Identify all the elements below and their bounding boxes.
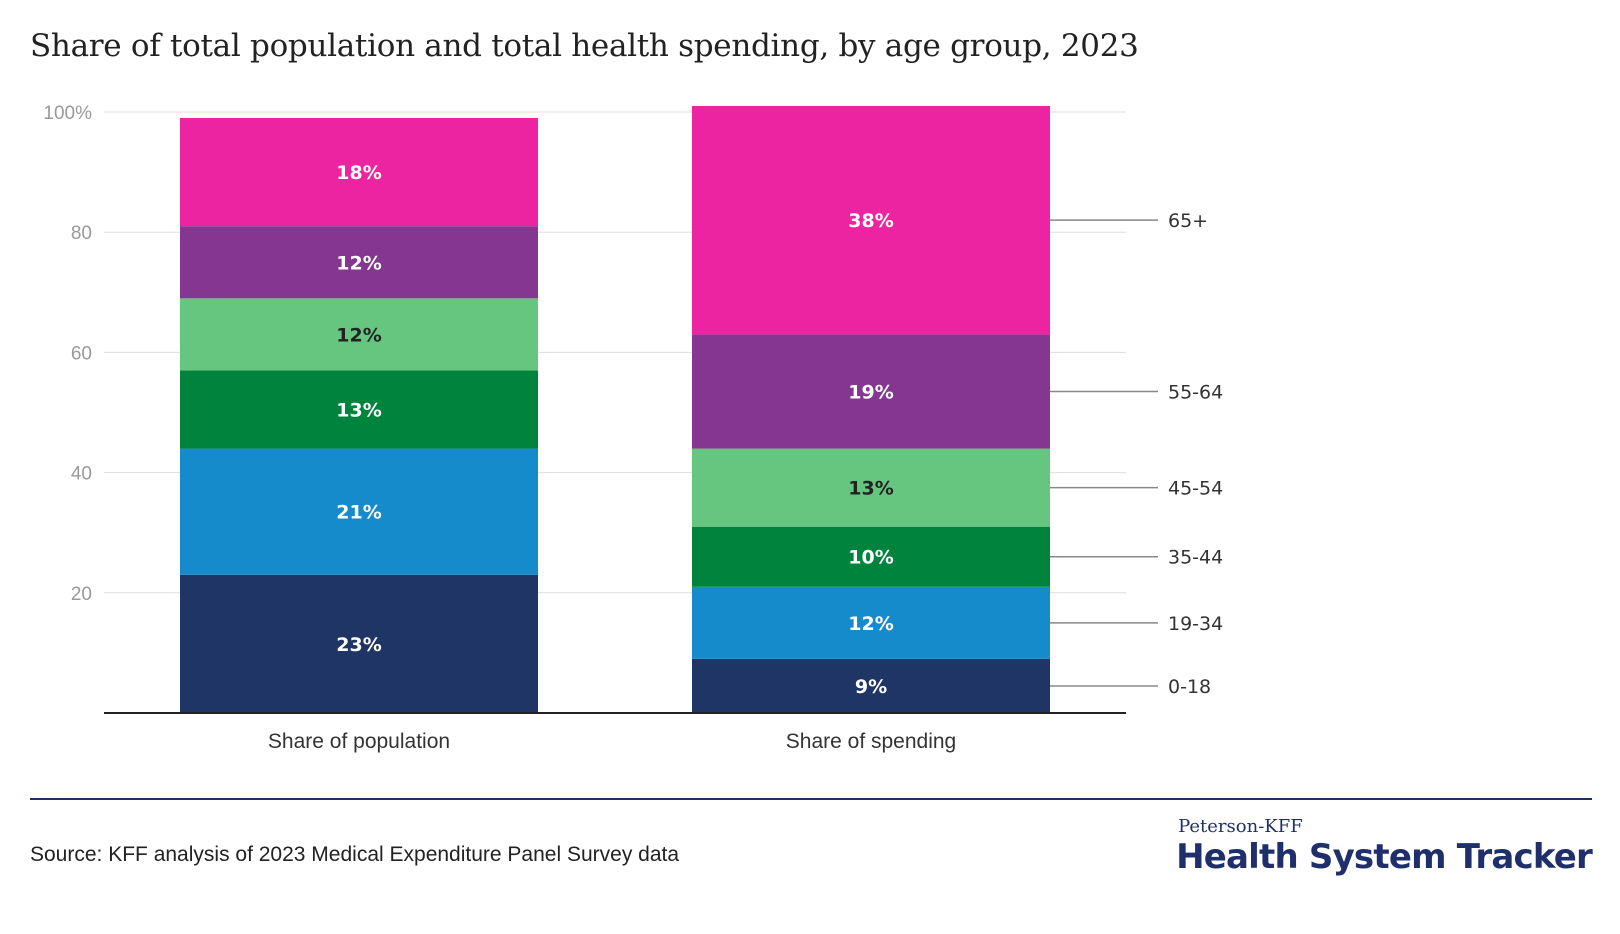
- segment-labels: 23% 21% 13% 12% 12% 18% 9% 12% 10% 13% 19% 38%: [336, 162, 893, 698]
- legend-label-45-54: 45-54: [1168, 478, 1223, 500]
- y-tick-label: 20: [71, 584, 92, 605]
- data-label: 38%: [848, 210, 893, 232]
- legend: 0-18 19-34 35-44 45-54 55-64 65+: [1050, 210, 1223, 698]
- chart-title: Share of total population and total heal…: [30, 28, 1139, 64]
- bar-segment-19-34-spending: [692, 586, 1050, 659]
- bar-segment-65+-population: [180, 118, 538, 227]
- legend-label-35-44: 35-44: [1168, 547, 1223, 569]
- bar-segment-45-54-population: [180, 298, 538, 371]
- stacked-bar-chart: 20 40 60 80 100% 23% 21% 13% 12% 12% 18% 9% 12% 10% 1…: [43, 103, 1223, 753]
- bar-segment-19-34-population: [180, 448, 538, 575]
- data-label: 12%: [848, 613, 893, 635]
- data-label: 13%: [336, 399, 381, 421]
- bar-segment-0-18-spending: [692, 658, 1050, 713]
- data-label: 12%: [336, 324, 381, 346]
- data-label: 23%: [336, 634, 381, 656]
- y-axis-ticks: 20 40 60 80 100%: [43, 103, 92, 605]
- bar-segment-45-54-spending: [692, 448, 1050, 527]
- legend-label-19-34: 19-34: [1168, 613, 1223, 635]
- data-label: 13%: [848, 478, 893, 500]
- legend-label-55-64: 55-64: [1168, 381, 1223, 403]
- footer-divider: [30, 798, 1592, 800]
- data-label: 21%: [336, 502, 381, 524]
- brand-logo: Peterson-KFF Health System Tracker: [1176, 816, 1593, 877]
- brand-title: Health System Tracker: [1176, 837, 1593, 877]
- data-label: 9%: [855, 676, 887, 698]
- y-tick-label: 80: [71, 223, 92, 244]
- data-label: 12%: [336, 252, 381, 274]
- x-category-label: Share of population: [268, 730, 450, 753]
- bars: [180, 105, 1050, 713]
- bar-segment-0-18-population: [180, 574, 538, 713]
- legend-label-0-18: 0-18: [1168, 676, 1211, 698]
- data-label: 18%: [336, 162, 381, 184]
- data-label: 19%: [848, 381, 893, 403]
- source-note: Source: KFF analysis of 2023 Medical Exp…: [30, 843, 680, 866]
- legend-label-65+: 65+: [1168, 210, 1208, 232]
- y-tick-label: 40: [71, 464, 92, 485]
- x-axis-labels: Share of population Share of spending: [268, 730, 956, 753]
- brand-subtitle: Peterson-KFF: [1178, 816, 1303, 837]
- y-tick-label: 100%: [43, 103, 92, 124]
- bar-segment-35-44-population: [180, 370, 538, 449]
- data-label: 10%: [848, 547, 893, 569]
- x-category-label: Share of spending: [786, 730, 956, 753]
- bar-segment-55-64-spending: [692, 334, 1050, 449]
- bar-segment-35-44-spending: [692, 526, 1050, 587]
- bar-segment-65+-spending: [692, 105, 1050, 335]
- y-tick-label: 60: [71, 343, 92, 364]
- bar-segment-55-64-population: [180, 226, 538, 299]
